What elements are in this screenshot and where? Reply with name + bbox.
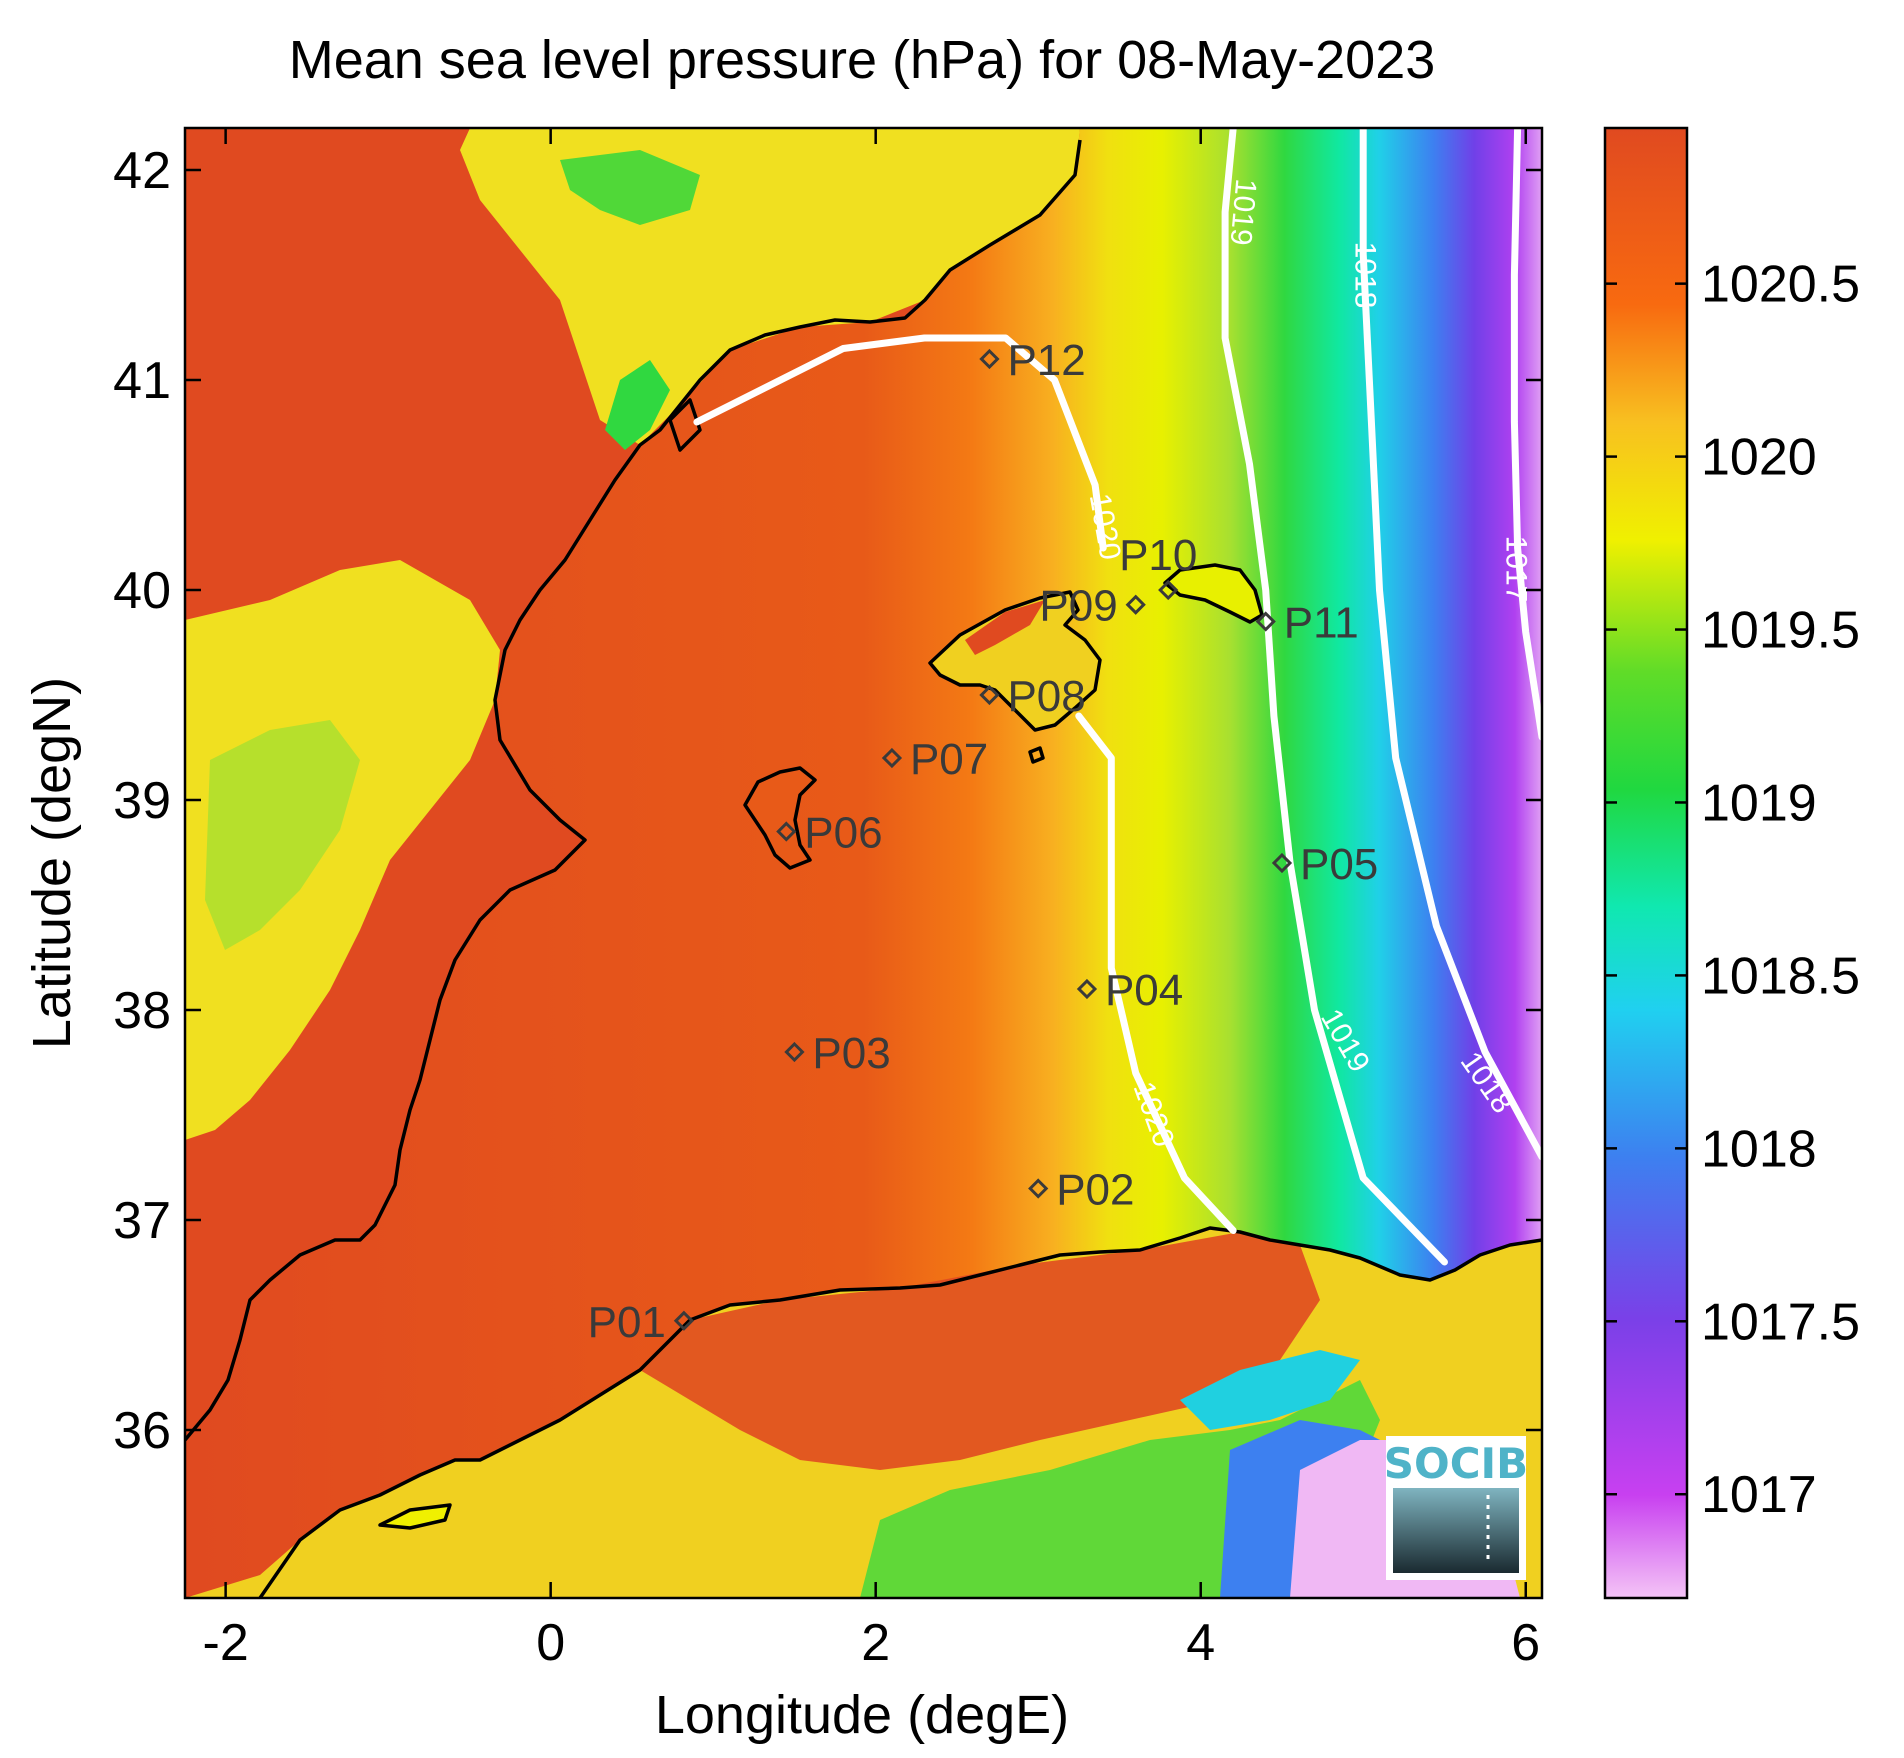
station-marker	[979, 348, 1000, 370]
isobar-label: 1017	[1499, 536, 1532, 603]
x-tick-label: 0	[536, 1614, 565, 1672]
station-label: P09	[1039, 582, 1117, 631]
station-label: P10	[1119, 531, 1197, 580]
y-axis-label: Latitude (degN)	[22, 677, 82, 1049]
isobar-label: 1018	[1348, 242, 1381, 309]
island-menorca	[1165, 565, 1262, 622]
y-tick-label: 38	[113, 982, 171, 1040]
station-label: P05	[1300, 840, 1378, 889]
colorbar-tick-label: 1018	[1701, 1120, 1817, 1178]
isobar-label: 1019	[1224, 177, 1263, 246]
island-ibiza	[745, 768, 815, 868]
isobar-1020	[1075, 712, 1237, 1234]
colorbar-tick-label: 1018.5	[1701, 947, 1860, 1005]
station-label: P04	[1105, 966, 1183, 1015]
y-tick-label: 36	[113, 1402, 171, 1460]
island-mallorca-red	[965, 600, 1045, 655]
colorbar-tick-label: 1017.5	[1701, 1293, 1860, 1351]
y-tick-label: 40	[113, 562, 171, 620]
station-p09: P09	[1039, 582, 1146, 631]
station-p02: P02	[1028, 1166, 1135, 1215]
station-p10: P10	[1119, 531, 1197, 601]
station-marker	[1271, 852, 1293, 874]
station-label: P12	[1007, 336, 1085, 385]
station-p03: P03	[784, 1029, 891, 1078]
land-coast-green	[605, 360, 670, 450]
y-axis-ticks: 36 37 38 39 40 41 42	[113, 142, 1542, 1460]
station-label: P06	[804, 809, 882, 858]
y-tick-label: 39	[113, 772, 171, 830]
colorbar-tick-label: 1019.5	[1701, 602, 1860, 660]
station-p08: P08	[979, 672, 1086, 721]
station-p06: P06	[776, 809, 883, 858]
station-label: P01	[588, 1298, 666, 1347]
station-marker	[1158, 579, 1179, 601]
station-label: P03	[812, 1029, 890, 1078]
coastline-iberia	[185, 139, 1082, 1442]
station-marker	[673, 1310, 695, 1331]
chart-title: Mean sea level pressure (hPa) for 08-May…	[289, 30, 1436, 90]
station-label: P02	[1056, 1166, 1134, 1215]
station-p05: P05	[1271, 840, 1378, 889]
station-marker	[776, 821, 797, 842]
y-tick-label: 41	[113, 352, 171, 410]
colorbar	[1603, 126, 1689, 1600]
colorbar-ticks: 1017 1017.5 1018 1018.5 1019 1019.5 1020 1020.5	[1605, 256, 1860, 1524]
x-tick-label: 4	[1186, 1614, 1215, 1672]
isobars	[693, 128, 1542, 1266]
x-tick-label: -2	[203, 1614, 249, 1672]
colorbar-tick-label: 1017	[1701, 1466, 1817, 1524]
colorbar-tick-label: 1020	[1701, 429, 1817, 487]
island-mallorca	[930, 592, 1100, 730]
land-africa-cyan	[1180, 1350, 1360, 1430]
isobar-1020	[693, 334, 1107, 552]
station-marker	[881, 747, 903, 769]
coastline-africa	[258, 1226, 1542, 1598]
socib-logo: SOCIB	[1384, 1436, 1528, 1580]
plot-frame	[183, 126, 1544, 1600]
x-tick-label: 2	[861, 1614, 890, 1672]
station-marker	[979, 684, 1000, 706]
station-marker	[784, 1041, 805, 1063]
station-label: P07	[910, 735, 988, 784]
isobar-1017	[1510, 128, 1542, 741]
land-pyrenees	[560, 150, 700, 225]
station-label: P08	[1007, 672, 1085, 721]
coastlines	[185, 139, 1542, 1598]
coastline-ebro	[668, 398, 702, 452]
land-iberia-highland-2	[205, 720, 360, 950]
coastline-ibiza	[743, 766, 817, 870]
coastline-menorca	[1163, 563, 1264, 624]
coastline-cabrera	[1028, 746, 1045, 764]
x-axis-label: Longitude (degE)	[655, 1685, 1069, 1745]
station-p11: P11	[1255, 599, 1359, 648]
y-tick-label: 42	[113, 142, 171, 200]
station-marker	[1125, 594, 1146, 615]
station-marker	[1028, 1178, 1049, 1199]
x-axis-ticks: -2 0 2 4 6	[203, 128, 1540, 1672]
station-p04: P04	[1076, 966, 1183, 1015]
coastline-mallorca	[928, 590, 1102, 732]
x-tick-label: 6	[1511, 1614, 1540, 1672]
colorbar-tick-label: 1019	[1701, 774, 1817, 832]
station-p12: P12	[979, 336, 1086, 385]
station-marker	[1076, 978, 1098, 1000]
station-label: P11	[1284, 599, 1359, 648]
station-p07: P07	[881, 735, 988, 784]
colorbar-tick-label: 1020.5	[1701, 256, 1860, 314]
y-tick-label: 37	[113, 1192, 171, 1250]
isobar-1018	[1359, 128, 1542, 1161]
station-p01: P01	[588, 1298, 695, 1347]
isobar-1019	[1221, 128, 1448, 1266]
land-africa-red	[640, 1232, 1320, 1470]
land-iberia-highland	[185, 560, 500, 1140]
coastline-alboran	[378, 1503, 452, 1530]
logo-text: SOCIB	[1384, 1439, 1528, 1488]
station-marker	[1255, 611, 1276, 632]
